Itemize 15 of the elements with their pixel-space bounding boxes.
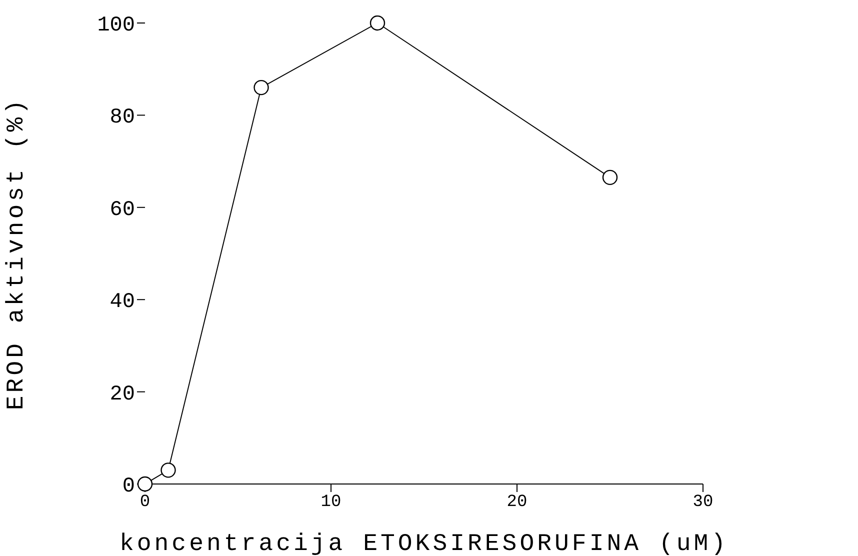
x-tick-label: 10 [320, 493, 342, 512]
y-tick-label: 80 [110, 106, 135, 130]
y-tick-label: 40 [110, 291, 135, 314]
x-tick-label: 30 [692, 493, 714, 512]
x-tick-label: 20 [506, 493, 528, 512]
point [370, 15, 386, 31]
y-tick-label: 60 [110, 198, 135, 222]
y-axis-title: EROD aktivnost (%) [4, 96, 31, 410]
x-axis-title: koncentracija ETOKSIRESORUFINA (uM) [119, 531, 729, 556]
y-tick-label: 100 [97, 14, 135, 38]
point [254, 80, 269, 96]
x-tick-label: 0 [140, 493, 150, 512]
point [602, 170, 618, 186]
y-tick-label: 20 [110, 383, 135, 406]
point [160, 462, 176, 478]
